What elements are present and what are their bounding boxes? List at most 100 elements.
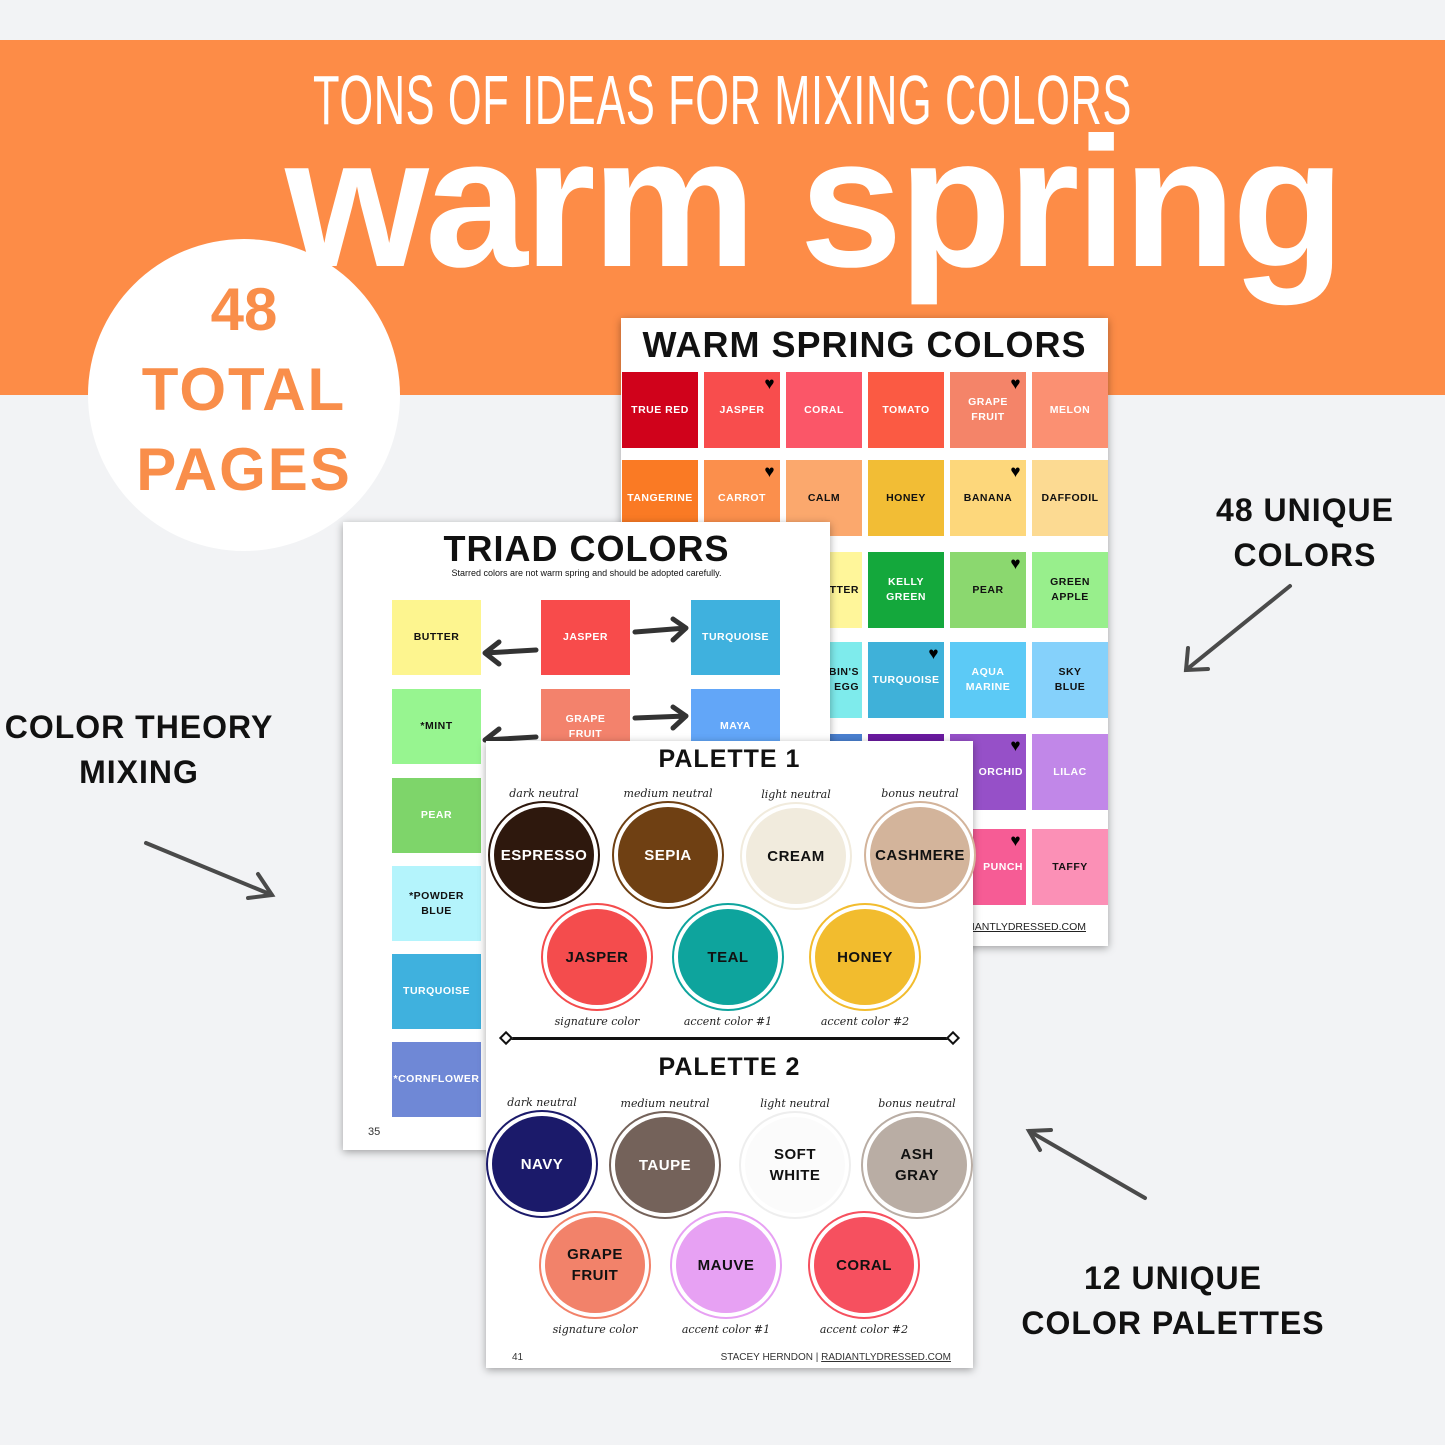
swatch-label: SKY BLUE — [1054, 666, 1086, 693]
page-footer: RADIANTLYDRESSED.COM — [949, 921, 1086, 933]
color-swatch: MELON — [1032, 372, 1108, 448]
diamond-icon — [498, 1030, 514, 1046]
divider — [506, 1037, 954, 1040]
swatch-role-label: dark neutral — [507, 1096, 577, 1109]
badge-text: PAGES — [136, 436, 352, 503]
author-name: STACEY HERNDON | — [720, 1352, 822, 1363]
swatch-label: TANGERINE — [627, 491, 693, 504]
swatch-role-label: light neutral — [761, 788, 831, 801]
swatch-label: TURQUOISE — [872, 673, 940, 686]
swatch-label: MAUVE — [697, 1256, 755, 1274]
color-circle: GRAPE FRUIT — [545, 1217, 645, 1313]
triad-swatch: TURQUOISE — [392, 954, 481, 1029]
triad-swatch: *POWDER BLUE — [392, 866, 481, 941]
swatch-role-label: accent color #2 — [820, 1015, 910, 1028]
arrow-right-icon — [632, 616, 689, 643]
swatch-label: BUTTER — [413, 631, 460, 643]
color-circle: HONEY — [815, 909, 915, 1005]
swatch-role-label: dark neutral — [509, 787, 579, 800]
headline: warm spring — [285, 100, 1345, 306]
palette-page: PALETTE 1 PALETTE 2 ESPRESSO dark neutral… — [486, 741, 973, 1368]
swatch-label: JASPER — [719, 403, 765, 416]
badge-text: TOTAL — [141, 356, 347, 423]
swatch-label: TEAL — [707, 948, 749, 966]
swatch-label: *MINT — [420, 720, 453, 732]
page-title: TRIAD COLORS — [443, 528, 730, 569]
swatch-label: PEAR — [420, 809, 453, 821]
swatch-label: TURQUOISE — [403, 985, 470, 997]
page-subtitle: Starred colors are not warm spring and s… — [451, 568, 722, 578]
palette-title: PALETTE 2 — [658, 1053, 801, 1081]
swatch-label: TAUPE — [638, 1156, 692, 1174]
color-circle: MAUVE — [676, 1217, 776, 1313]
swatch-label: TOMATO — [882, 403, 930, 416]
swatch-label: GRAPE FRUIT — [565, 712, 606, 740]
color-circle: JASPER — [547, 909, 647, 1005]
swatch-role-label: light neutral — [760, 1097, 830, 1110]
swatch-label: BANANA — [963, 491, 1013, 504]
triad-swatch: *CORNFLOWER — [392, 1042, 481, 1117]
color-theory-note: COLOR THEORY MIXING — [4, 709, 274, 790]
arrow-left-icon — [482, 639, 539, 667]
color-swatch: GREEN APPLE — [1032, 552, 1108, 628]
swatch-label: PUNCH — [983, 860, 1023, 873]
swatch-label: AQUA MARINE — [965, 666, 1011, 693]
color-circle: CORAL — [814, 1217, 914, 1313]
swatch-label: CALM — [807, 491, 841, 504]
page-footer: STACEY HERNDON | RADIANTLYDRESSED.COM — [721, 1352, 951, 1363]
color-swatch: KELLY GREEN — [868, 552, 944, 628]
swatch-role-label: bonus neutral — [881, 787, 959, 800]
website-link[interactable]: RADIANTLYDRESSED.COM — [821, 1352, 951, 1363]
palettes-note: 12 UNIQUE COLOR PALETTES — [1021, 1260, 1325, 1341]
color-circle: CREAM — [746, 808, 846, 904]
swatch-label: ASH GRAY — [895, 1146, 939, 1184]
color-swatch: HONEY — [868, 460, 944, 536]
swatch-label: GREEN APPLE — [1050, 576, 1090, 603]
color-circle: SEPIA — [618, 807, 718, 903]
heart-icon: ♥ — [1010, 462, 1021, 481]
color-swatch: PEAR ♥ — [950, 552, 1026, 628]
page-number: 41 — [512, 1352, 524, 1363]
heart-icon: ♥ — [928, 644, 939, 663]
color-swatch: LILAC — [1032, 734, 1108, 810]
swatch-role-label: bonus neutral — [878, 1097, 956, 1110]
palette-title: PALETTE 1 — [658, 745, 801, 773]
swatch-label: JASPER — [565, 948, 629, 966]
color-circle: ASH GRAY — [867, 1117, 967, 1213]
swatch-role-label: accent color #1 — [683, 1015, 773, 1028]
arrow-right-icon — [632, 704, 689, 731]
color-circle: ESPRESSO — [494, 807, 594, 903]
triad-swatch: *MINT — [392, 689, 481, 764]
color-swatch: DAFFODIL — [1032, 460, 1108, 536]
swatch-role-label: medium neutral — [623, 787, 713, 800]
swatch-label: JASPER — [562, 631, 608, 643]
color-swatch: TOMATO — [868, 372, 944, 448]
triad-swatch: BUTTER — [392, 600, 481, 675]
swatch-label: *CORNFLOWER — [393, 1073, 480, 1085]
unique-colors-note: 48 UNIQUE COLORS — [1216, 492, 1394, 573]
swatch-role-label: accent color #1 — [681, 1323, 771, 1336]
swatch-label: LILAC — [1053, 765, 1087, 778]
color-swatch: CORAL — [786, 372, 862, 448]
triad-swatch: PEAR — [392, 778, 481, 853]
swatch-label: PEAR — [972, 583, 1004, 596]
swatch-label: CARROT — [718, 491, 766, 504]
swatch-label: MAYA — [720, 720, 751, 732]
swatch-label: GRAPE FRUIT — [567, 1246, 623, 1284]
heart-icon: ♥ — [764, 374, 775, 393]
swatch-label: ESPRESSO — [500, 846, 588, 864]
arrow-left-icon — [482, 726, 539, 743]
page-number: 35 — [368, 1126, 381, 1138]
triad-swatch: TURQUOISE — [691, 600, 780, 675]
swatch-label: SEPIA — [644, 846, 692, 864]
swatch-label: *POWDER BLUE — [409, 889, 464, 917]
color-swatch: TURQUOISE ♥ — [868, 642, 944, 718]
color-circle: NAVY — [492, 1116, 592, 1212]
swatch-label: HONEY — [886, 491, 926, 504]
color-swatch: AQUA MARINE — [950, 642, 1026, 718]
swatch-label: KELLY GREEN — [886, 576, 926, 603]
arrow-icon — [1183, 584, 1292, 673]
heart-icon: ♥ — [764, 462, 775, 481]
swatch-label: CORAL — [804, 403, 844, 416]
swatch-label: GRAPE FRUIT — [968, 396, 1008, 423]
